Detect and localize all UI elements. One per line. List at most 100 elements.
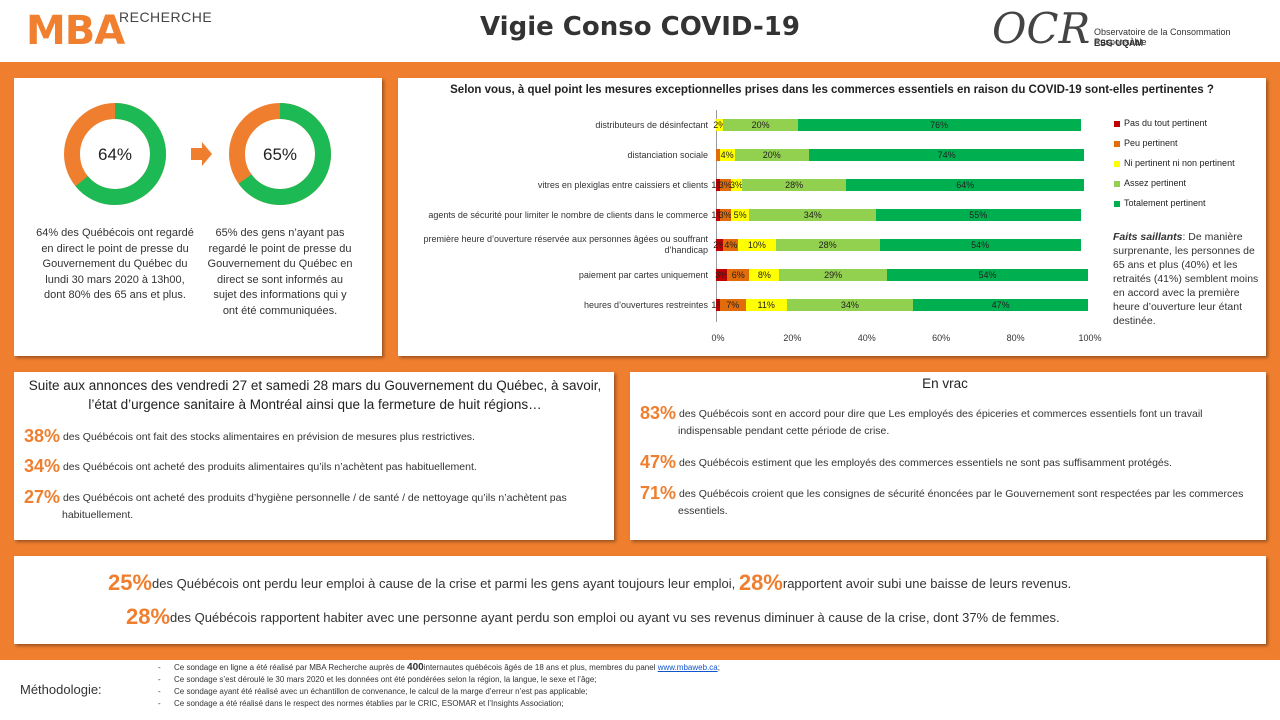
mba-logo: MBA (26, 8, 125, 54)
donut-1-caption: 64% des Québécois ont regardé en direct … (36, 227, 194, 301)
bar-segment (719, 209, 731, 221)
bar-segment (887, 269, 1088, 281)
bar-segment (716, 149, 720, 161)
bar-data-label: 47% (991, 300, 1010, 310)
vrac-item-2-text: des Québécois estiment que les employés … (678, 457, 1172, 469)
vrac-panel (630, 372, 1266, 540)
bar-segment (749, 209, 876, 221)
bar-data-label: 2% (713, 120, 727, 130)
bar-segment (730, 179, 743, 191)
bar-segment (716, 119, 724, 131)
bar-data-label: 34% (803, 210, 822, 220)
legend-label: Peu pertinent (1124, 138, 1178, 148)
bar-segment (875, 209, 1081, 221)
bar-data-label: 8% (757, 270, 771, 280)
methodologie-label: Méthodologie: (20, 682, 102, 697)
legend-swatch (1114, 140, 1120, 147)
vrac-title: En vrac (922, 376, 968, 391)
bar-segment (719, 299, 746, 311)
emploi-line-2: 28%des Québécois rapportent habiter avec… (126, 604, 1060, 630)
bar-data-label: 20% (751, 120, 770, 130)
bar-segment (719, 149, 735, 161)
vrac-item-2-pct: 47% (640, 452, 677, 472)
bar-data-label: 3% (715, 270, 729, 280)
ocr-logo-line2: ESG UQÀM (1094, 38, 1144, 48)
methodologie-list: Ce sondage en ligne a été réalisé par MB… (158, 662, 720, 710)
annonce-item-2-pct: 34% (24, 456, 61, 476)
vrac-item-1-pct: 83% (640, 403, 677, 423)
bar-data-label: 11% (757, 300, 775, 310)
vrac-item-2: 47% des Québécois estiment que les emplo… (640, 452, 1250, 472)
bar-data-label: 55% (969, 210, 988, 220)
bar-data-label: 1% (711, 180, 725, 190)
annonce-item-3-pct: 27% (24, 487, 61, 507)
bar-data-label: 4% (724, 240, 738, 250)
x-tick-label: 60% (932, 333, 951, 343)
annonce-item-2-text: des Québécois ont acheté des produits al… (62, 461, 477, 473)
bar-segment (738, 239, 776, 251)
donut-1 (64, 103, 166, 205)
x-tick-label: 0% (711, 333, 725, 343)
annonce-item-1-pct: 38% (24, 426, 61, 446)
emploi-panel (14, 556, 1266, 644)
methodologie-line-3: Ce sondage ayant été réalisé avec un éch… (158, 686, 720, 698)
mbaweb-link[interactable]: www.mbaweb.ca (657, 663, 718, 672)
legend-item: Pas du tout pertinent (1114, 118, 1207, 128)
legend-item: Ni pertinent ni non pertinent (1114, 158, 1235, 168)
bar-segment (716, 179, 720, 191)
vrac-item-1-text: des Québécois sont en accord pour dire q… (678, 408, 1203, 437)
bar-segment (913, 299, 1088, 311)
chart-title: Selon vous, à quel point les mesures exc… (450, 84, 1214, 96)
donut-1-label: 64% (97, 145, 133, 164)
x-tick-label: 40% (857, 333, 876, 343)
category-label: heures d’ouvertures restreintes (583, 299, 708, 310)
ocr-logo-line1: Observatoire de la Consommation Responsa… (1094, 27, 1231, 47)
bar-segment (786, 299, 914, 311)
category-label: distanciation sociale (627, 149, 708, 160)
donut-1-value-arc (64, 103, 166, 205)
ocr-logo: OCR (992, 4, 1091, 53)
methodologie-line-1: Ce sondage en ligne a été réalisé par MB… (158, 662, 720, 674)
bar-data-label: 28% (785, 180, 804, 190)
vrac-item-3: 71% des Québécois croient que les consig… (640, 484, 1250, 520)
bar-segment (730, 209, 750, 221)
bar-segment (727, 269, 750, 281)
emploi-pct-1: 25% (108, 570, 153, 595)
bar-segment (734, 149, 809, 161)
bar-segment (723, 239, 739, 251)
vrac-item-1: 83% des Québécois sont en accord pour di… (640, 403, 1250, 440)
legend-label: Pas du tout pertinent (1124, 118, 1208, 128)
header: MBA RECHERCHE Vigie Conso COVID-19 OCR O… (0, 0, 1280, 62)
bar-data-label: 2% (713, 240, 727, 250)
bar-segment (779, 269, 888, 281)
annonce-item-3-text: des Québécois ont acheté des produits d’… (62, 492, 567, 521)
bar-segment (809, 149, 1085, 161)
emploi-pct-2: 28% (738, 570, 783, 595)
bar-data-label: 28% (818, 240, 837, 250)
bar-data-label: 64% (956, 180, 975, 190)
emploi-pct-3: 28% (126, 604, 171, 629)
annonces-panel (14, 372, 614, 540)
bar-segment (716, 299, 720, 311)
bar-data-label: 4% (720, 150, 734, 160)
donut-panel: 64% 65% 64% des Québécois ont regardé en… (14, 78, 382, 356)
bar-data-label: 54% (971, 240, 990, 250)
emploi-text-2: rapportent avoir subi une baisse de leur… (782, 576, 1072, 591)
bar-data-label: 20% (762, 150, 781, 160)
faits-text: : De manière surprenante, les personnes … (1113, 231, 1259, 327)
bar-data-label: 74% (937, 150, 956, 160)
emploi-line-1: 25%des Québécois ont perdu leur emploi à… (108, 570, 1071, 596)
bar-data-label: 1% (711, 300, 725, 310)
category-label: paiement par cartes uniquement (578, 269, 708, 280)
bar-data-label: 7% (726, 300, 740, 310)
legend-swatch (1114, 120, 1120, 127)
donut-2 (229, 103, 331, 205)
legend-swatch (1114, 200, 1120, 207)
bar-data-label: 6% (731, 270, 745, 280)
bar-data-label: 5% (733, 210, 747, 220)
bar-data-label: 1% (711, 210, 725, 220)
x-tick-label: 80% (1006, 333, 1025, 343)
annonce-item-3: 27% des Québécois ont acheté des produit… (24, 487, 584, 524)
donut-2-caption: 65% des gens n’ayant pas regardé le poin… (207, 227, 353, 317)
emploi-text-1: des Québécois ont perdu leur emploi à ca… (152, 576, 736, 591)
